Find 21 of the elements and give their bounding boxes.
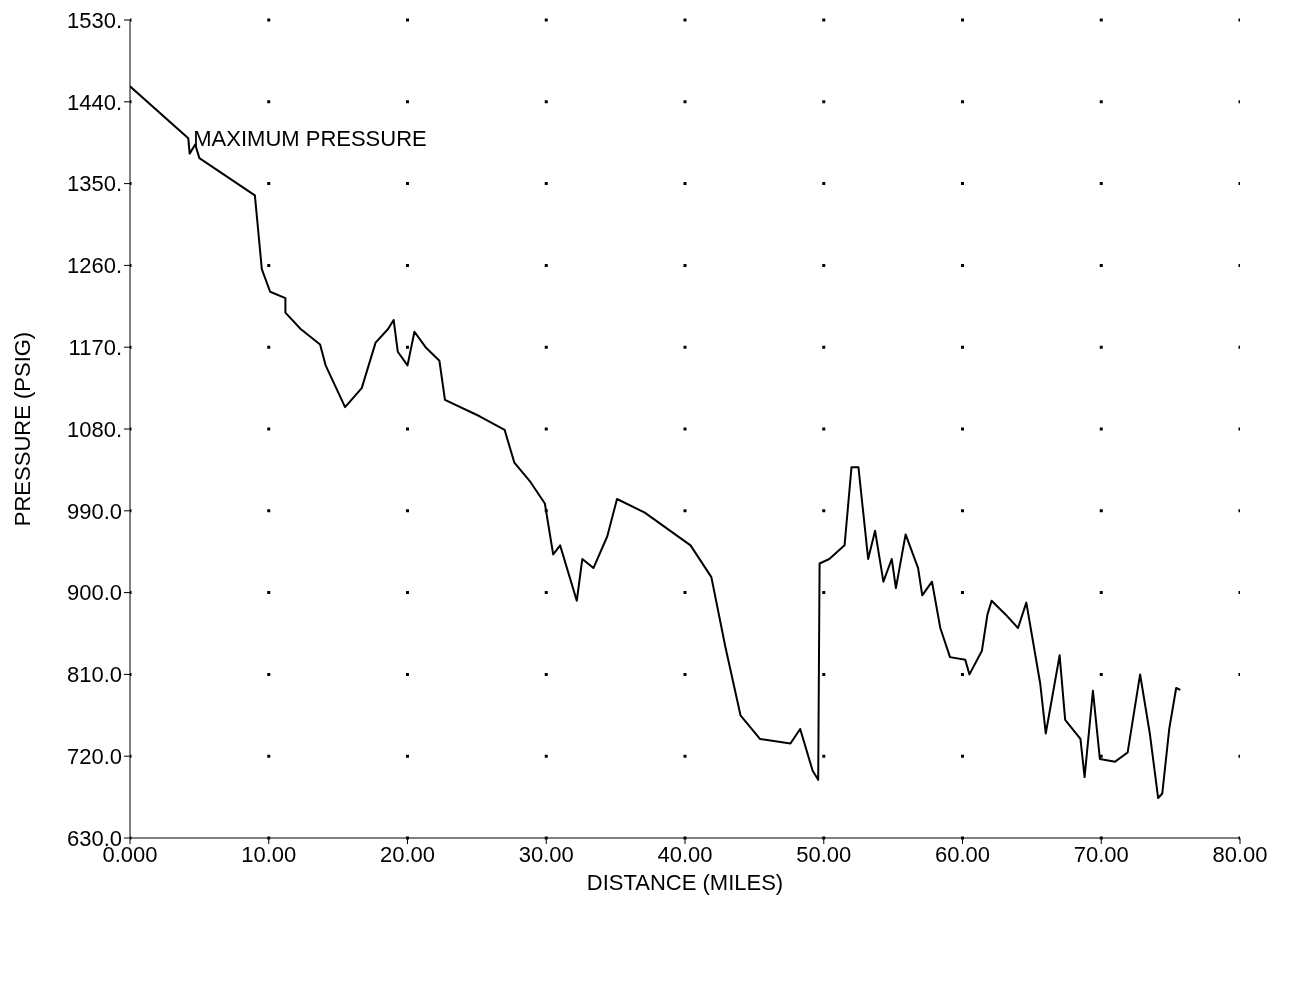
x-tick-label: 20.00 [379, 841, 436, 867]
y-tick-label: 1440. [66, 89, 122, 115]
y-tick-label: 900.0 [66, 580, 122, 606]
x-tick-label: 30.00 [518, 841, 574, 867]
x-tick-label: 60.00 [934, 841, 991, 867]
x-tick-label: 70.00 [1073, 841, 1129, 867]
y-axis-title: PRESSURE (PSIG) [9, 331, 35, 527]
annotation: MAXIMUM PRESSURE [193, 125, 427, 151]
x-tick-label: 50.00 [796, 841, 852, 867]
y-tick-label: 1350. [66, 171, 122, 197]
x-axis-title: DISTANCE (MILES) [586, 870, 784, 895]
y-tick-label: 1530. [66, 7, 122, 33]
y-tick-label: 810.0 [66, 662, 122, 688]
x-tick-label: 80.00 [1212, 841, 1268, 867]
x-tick-label: 10.00 [241, 841, 297, 867]
y-tick-label: 1170. [68, 335, 122, 361]
y-tick-label: 1260. [66, 253, 122, 279]
y-tick-label: 1080. [66, 416, 122, 442]
y-tick-label: 990.0 [66, 498, 122, 524]
y-tick-label: 720.0 [66, 744, 122, 770]
x-tick-label: 40.00 [657, 841, 713, 867]
